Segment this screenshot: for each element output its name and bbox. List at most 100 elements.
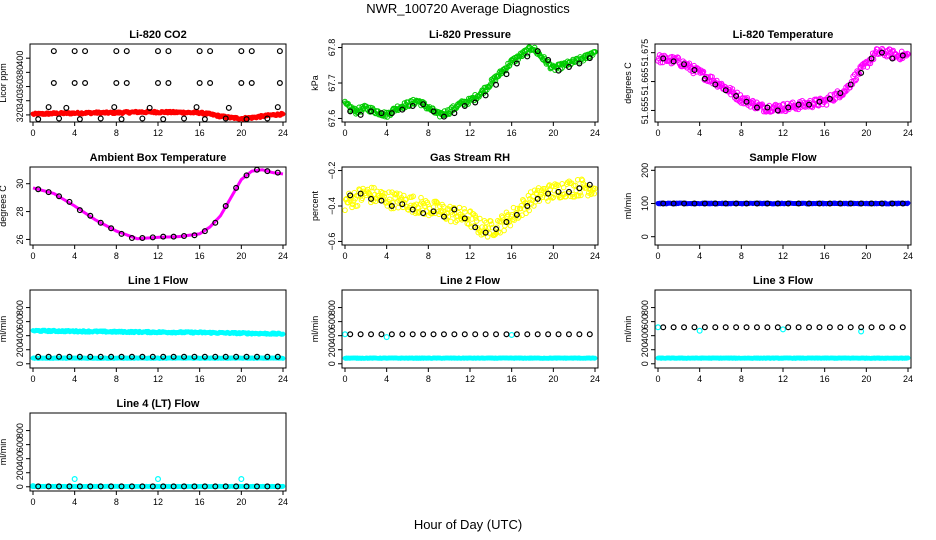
- series-averages: [347, 331, 593, 338]
- data-point: [149, 483, 156, 490]
- data-point: [753, 104, 760, 111]
- x-tick-label: 8: [114, 128, 119, 138]
- x-tick-label: 24: [590, 128, 600, 138]
- data-point: [514, 205, 521, 212]
- panel-frame: [29, 289, 287, 369]
- data-point: [462, 209, 468, 215]
- data-point: [76, 207, 83, 214]
- data-point: [276, 48, 283, 55]
- data-point: [108, 483, 115, 490]
- data-point: [274, 353, 281, 360]
- x-tick-label: 16: [820, 251, 830, 261]
- data-point: [743, 324, 750, 331]
- data-point: [545, 183, 552, 189]
- data-point: [785, 200, 792, 207]
- series-averages: [35, 483, 281, 490]
- data-point: [280, 483, 286, 489]
- y-axis-label: degrees C: [0, 185, 8, 227]
- data-point: [555, 331, 562, 338]
- data-point: [764, 200, 771, 207]
- data-point: [409, 331, 416, 338]
- x-tick-label: 8: [739, 251, 744, 261]
- data-point: [858, 69, 865, 76]
- data-point: [238, 79, 245, 86]
- x-tick-label: 16: [195, 128, 205, 138]
- data-point: [392, 195, 398, 201]
- x-tick-label: 12: [465, 128, 475, 138]
- y-tick-label: 28: [15, 207, 25, 217]
- data-point: [576, 60, 583, 67]
- data-point: [388, 110, 395, 117]
- data-point: [503, 218, 510, 225]
- panel-frame: [29, 412, 287, 492]
- data-point: [502, 67, 509, 74]
- y-tick-label: 400: [15, 328, 25, 343]
- data-point: [461, 331, 468, 338]
- data-point: [430, 208, 437, 215]
- data-point: [97, 353, 104, 360]
- data-point: [774, 324, 781, 331]
- data-point: [56, 115, 63, 122]
- y-tick-label: 800: [15, 300, 25, 315]
- x-tick-label: 24: [903, 128, 913, 138]
- data-point: [71, 476, 78, 483]
- data-point: [345, 100, 351, 107]
- data-point: [201, 116, 208, 122]
- data-point: [35, 483, 42, 490]
- data-point: [837, 324, 844, 331]
- data-point: [585, 192, 591, 199]
- data-point: [97, 483, 104, 490]
- data-point: [451, 110, 458, 117]
- y-tick-label: 0: [327, 361, 337, 366]
- data-point: [63, 104, 70, 111]
- x-tick-label: 16: [195, 374, 205, 384]
- y-tick-label: 800: [15, 423, 25, 438]
- x-tick-label: 20: [236, 374, 246, 384]
- y-axis-label: ml/min: [0, 439, 8, 466]
- data-point: [899, 55, 906, 62]
- data-point: [592, 185, 598, 192]
- data-point: [451, 206, 458, 213]
- panel-title: Li-820 Pressure: [429, 29, 511, 41]
- data-point: [35, 186, 42, 193]
- x-tick-label: 20: [548, 251, 558, 261]
- x-tick-label: 4: [697, 251, 702, 261]
- panel-frame: [341, 43, 599, 123]
- plot-area: [30, 48, 286, 122]
- data-point: [660, 55, 667, 62]
- data-point: [378, 331, 385, 338]
- data-point: [513, 331, 520, 338]
- data-point: [699, 69, 706, 76]
- series-averages: [660, 200, 906, 207]
- y-axis-label: percent: [310, 190, 320, 221]
- data-point: [565, 64, 572, 71]
- data-point: [503, 71, 510, 78]
- data-point: [681, 61, 688, 68]
- data-point: [222, 203, 229, 210]
- data-point: [118, 353, 125, 360]
- panel-title: Line 2 Flow: [440, 275, 500, 287]
- data-point: [191, 353, 198, 360]
- panel-9: Line 4 (LT) Flow ml/min 0 4 8 12 16 20 24 0 200400…: [0, 398, 288, 507]
- data-point: [869, 50, 876, 57]
- data-point: [793, 106, 799, 112]
- data-point: [518, 202, 525, 209]
- data-point: [592, 355, 598, 361]
- data-point: [56, 193, 63, 200]
- data-point: [461, 215, 468, 222]
- x-tick-label: 0: [30, 497, 35, 507]
- data-point: [181, 353, 188, 360]
- data-point: [193, 104, 200, 111]
- data-point: [878, 324, 885, 331]
- x-tick-label: 4: [384, 374, 389, 384]
- data-point: [837, 90, 844, 97]
- data-point: [712, 200, 719, 207]
- data-point: [368, 195, 375, 202]
- data-point: [451, 210, 458, 217]
- x-tick-label: 0: [655, 374, 660, 384]
- data-point: [455, 210, 462, 216]
- data-point: [868, 324, 875, 331]
- y-axis-label: ml/min: [623, 316, 633, 343]
- x-tick-label: 8: [114, 251, 119, 261]
- data-point: [774, 107, 781, 114]
